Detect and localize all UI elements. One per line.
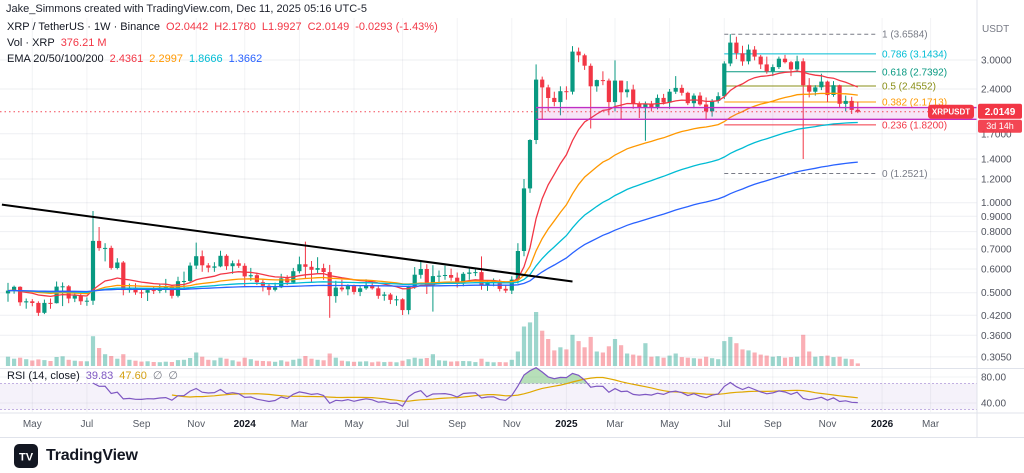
grid-layer [0,18,977,412]
legend-token: -0.0293 (-1.43%) [355,21,438,33]
chart-canvas[interactable]: 1 (3.6584) 0.786 (3.1434) 0.618 (2.7392) 0.… [0,0,1024,437]
legend-token: 1.8666 [188,53,223,65]
time-tick-label: Mar [291,419,309,430]
ema-legend[interactable]: EMA 20/50/100/200 2.4361 2.2997 1.8666 1.366… [7,53,268,65]
svg-text:1.7000: 1.7000 [981,129,1012,140]
svg-text:40.00: 40.00 [981,399,1006,410]
countdown-badge [978,119,1022,133]
ema-50-line [7,92,858,295]
svg-text:1.2000: 1.2000 [981,175,1012,186]
rsi-legend[interactable]: RSI (14, close) 39.83 47.60 ∅ ∅ [7,369,184,382]
legend-token: ∅ [168,370,178,382]
legend-token: 39.83 [85,370,114,382]
legend-token: RSI (14, close) [7,370,80,382]
legend-token: L1.9927 [261,21,302,33]
time-tick-label: 2025 [555,419,578,430]
tradingview-logo-link[interactable]: TV TradingView [14,443,138,468]
legend-token: ∅ [152,370,163,382]
svg-text:0.4200: 0.4200 [981,311,1012,322]
svg-text:0.7000: 0.7000 [981,245,1012,256]
support-zone [536,106,977,121]
svg-text:1.0000: 1.0000 [981,198,1012,209]
svg-text:0.3050: 0.3050 [981,352,1012,363]
symbol-price-tag [928,104,974,119]
svg-text:0.6000: 0.6000 [981,265,1012,276]
watermark: Jake_Simmons created with TradingView.co… [6,3,367,15]
fib-level-label: 0 (1.2521) [882,169,928,180]
tradingview-logo-icon: TV [14,443,38,468]
time-tick-label: May [23,419,42,430]
time-tick-label: Nov [819,419,837,430]
rsi-line [92,367,858,407]
time-axis[interactable]: May Jul Sep Nov 2024 Mar May Jul Sep Nov 2025 Mar Ma… [0,412,1024,430]
time-tick-label: Jul [396,419,409,430]
legend-token: 2.2997 [149,53,183,65]
axis-currency-label: USDT [982,24,1009,35]
time-tick-label: Mar [606,419,624,430]
fib-level-label: 0.618 (2.7392) [882,67,947,78]
fib-level-label: 1 (3.6584) [882,30,928,41]
time-tick-label: Jul [718,419,731,430]
legend-token: H2.1780 [214,21,256,33]
time-tick-label: Sep [764,419,782,430]
legend-token: 376.21 M [60,37,107,49]
legend-token: Vol · XRP [7,37,55,49]
time-tick-label: Nov [503,419,521,430]
ema-20-line [7,70,859,298]
fib-level-label: 0.5 (2.4552) [882,82,936,93]
svg-text:XRPUSDT: XRPUSDT [932,108,970,117]
time-tick-label: May [345,419,364,430]
svg-text:80.00: 80.00 [981,373,1006,384]
fib-retracement-layer: 1 (3.6584) 0.786 (3.1434) 0.618 (2.7392) 0.… [724,30,947,180]
svg-text:2.4000: 2.4000 [981,85,1012,96]
legend-token: O2.0442 [166,21,209,33]
svg-text:0.3600: 0.3600 [981,331,1012,342]
svg-text:3d 14h: 3d 14h [986,121,1014,131]
rsi-pane [0,367,1024,410]
time-tick-label: Sep [133,419,151,430]
descending-trendline [1,203,573,283]
tradingview-wordmark: TradingView [46,446,138,464]
ema-100-line [7,121,858,293]
legend-token: XRP / TetherUS · 1W · Binance [7,21,161,33]
legend-token: 1.3662 [228,53,263,65]
svg-text:0.9000: 0.9000 [981,212,1012,223]
svg-text:0.5000: 0.5000 [981,288,1012,299]
svg-text:TV: TV [19,451,34,463]
time-tick-label: Nov [187,419,205,430]
legend-token: 47.60 [119,370,147,382]
volume-legend[interactable]: Vol · XRP 376.21 M [7,37,113,49]
svg-text:3.0000: 3.0000 [981,56,1012,67]
time-tick-label: 2024 [234,419,257,430]
legend-token: C2.0149 [307,21,350,33]
time-tick-label: 2026 [871,419,894,430]
bottom-toolbar: TV TradingView [0,437,1024,473]
fib-level-label: 0.236 (1.8200) [882,120,947,131]
time-tick-label: May [660,419,679,430]
candles-layer [5,34,860,318]
ema-200-line [8,161,858,293]
time-tick-label: Sep [448,419,466,430]
rsi-overbought-fill [519,367,588,384]
time-tick-label: Jul [81,419,94,430]
symbol-legend[interactable]: XRP / TetherUS · 1W · Binance O2.0442 H2.1… [7,21,444,33]
trendline-layer [1,203,573,283]
fib-level-label: 0.786 (3.1434) [882,49,947,60]
legend-token: 2.4361 [109,53,144,65]
volume-layer [5,312,860,366]
svg-text:1.4000: 1.4000 [981,155,1012,166]
fib-level-label: 0.382 (2.1713) [882,98,947,109]
price-axis[interactable]: USDT 3.0000 2.4000 1.7000 1.4000 1.2000 1.0000… [928,0,1022,437]
ema-layer [7,70,859,298]
time-tick-label: Mar [922,419,940,430]
last-price-badge [978,103,1022,119]
svg-text:0.8000: 0.8000 [981,227,1012,238]
svg-text:2.0149: 2.0149 [985,107,1016,118]
rsi-ma-line [171,376,858,402]
legend-token: EMA 20/50/100/200 [7,53,104,65]
